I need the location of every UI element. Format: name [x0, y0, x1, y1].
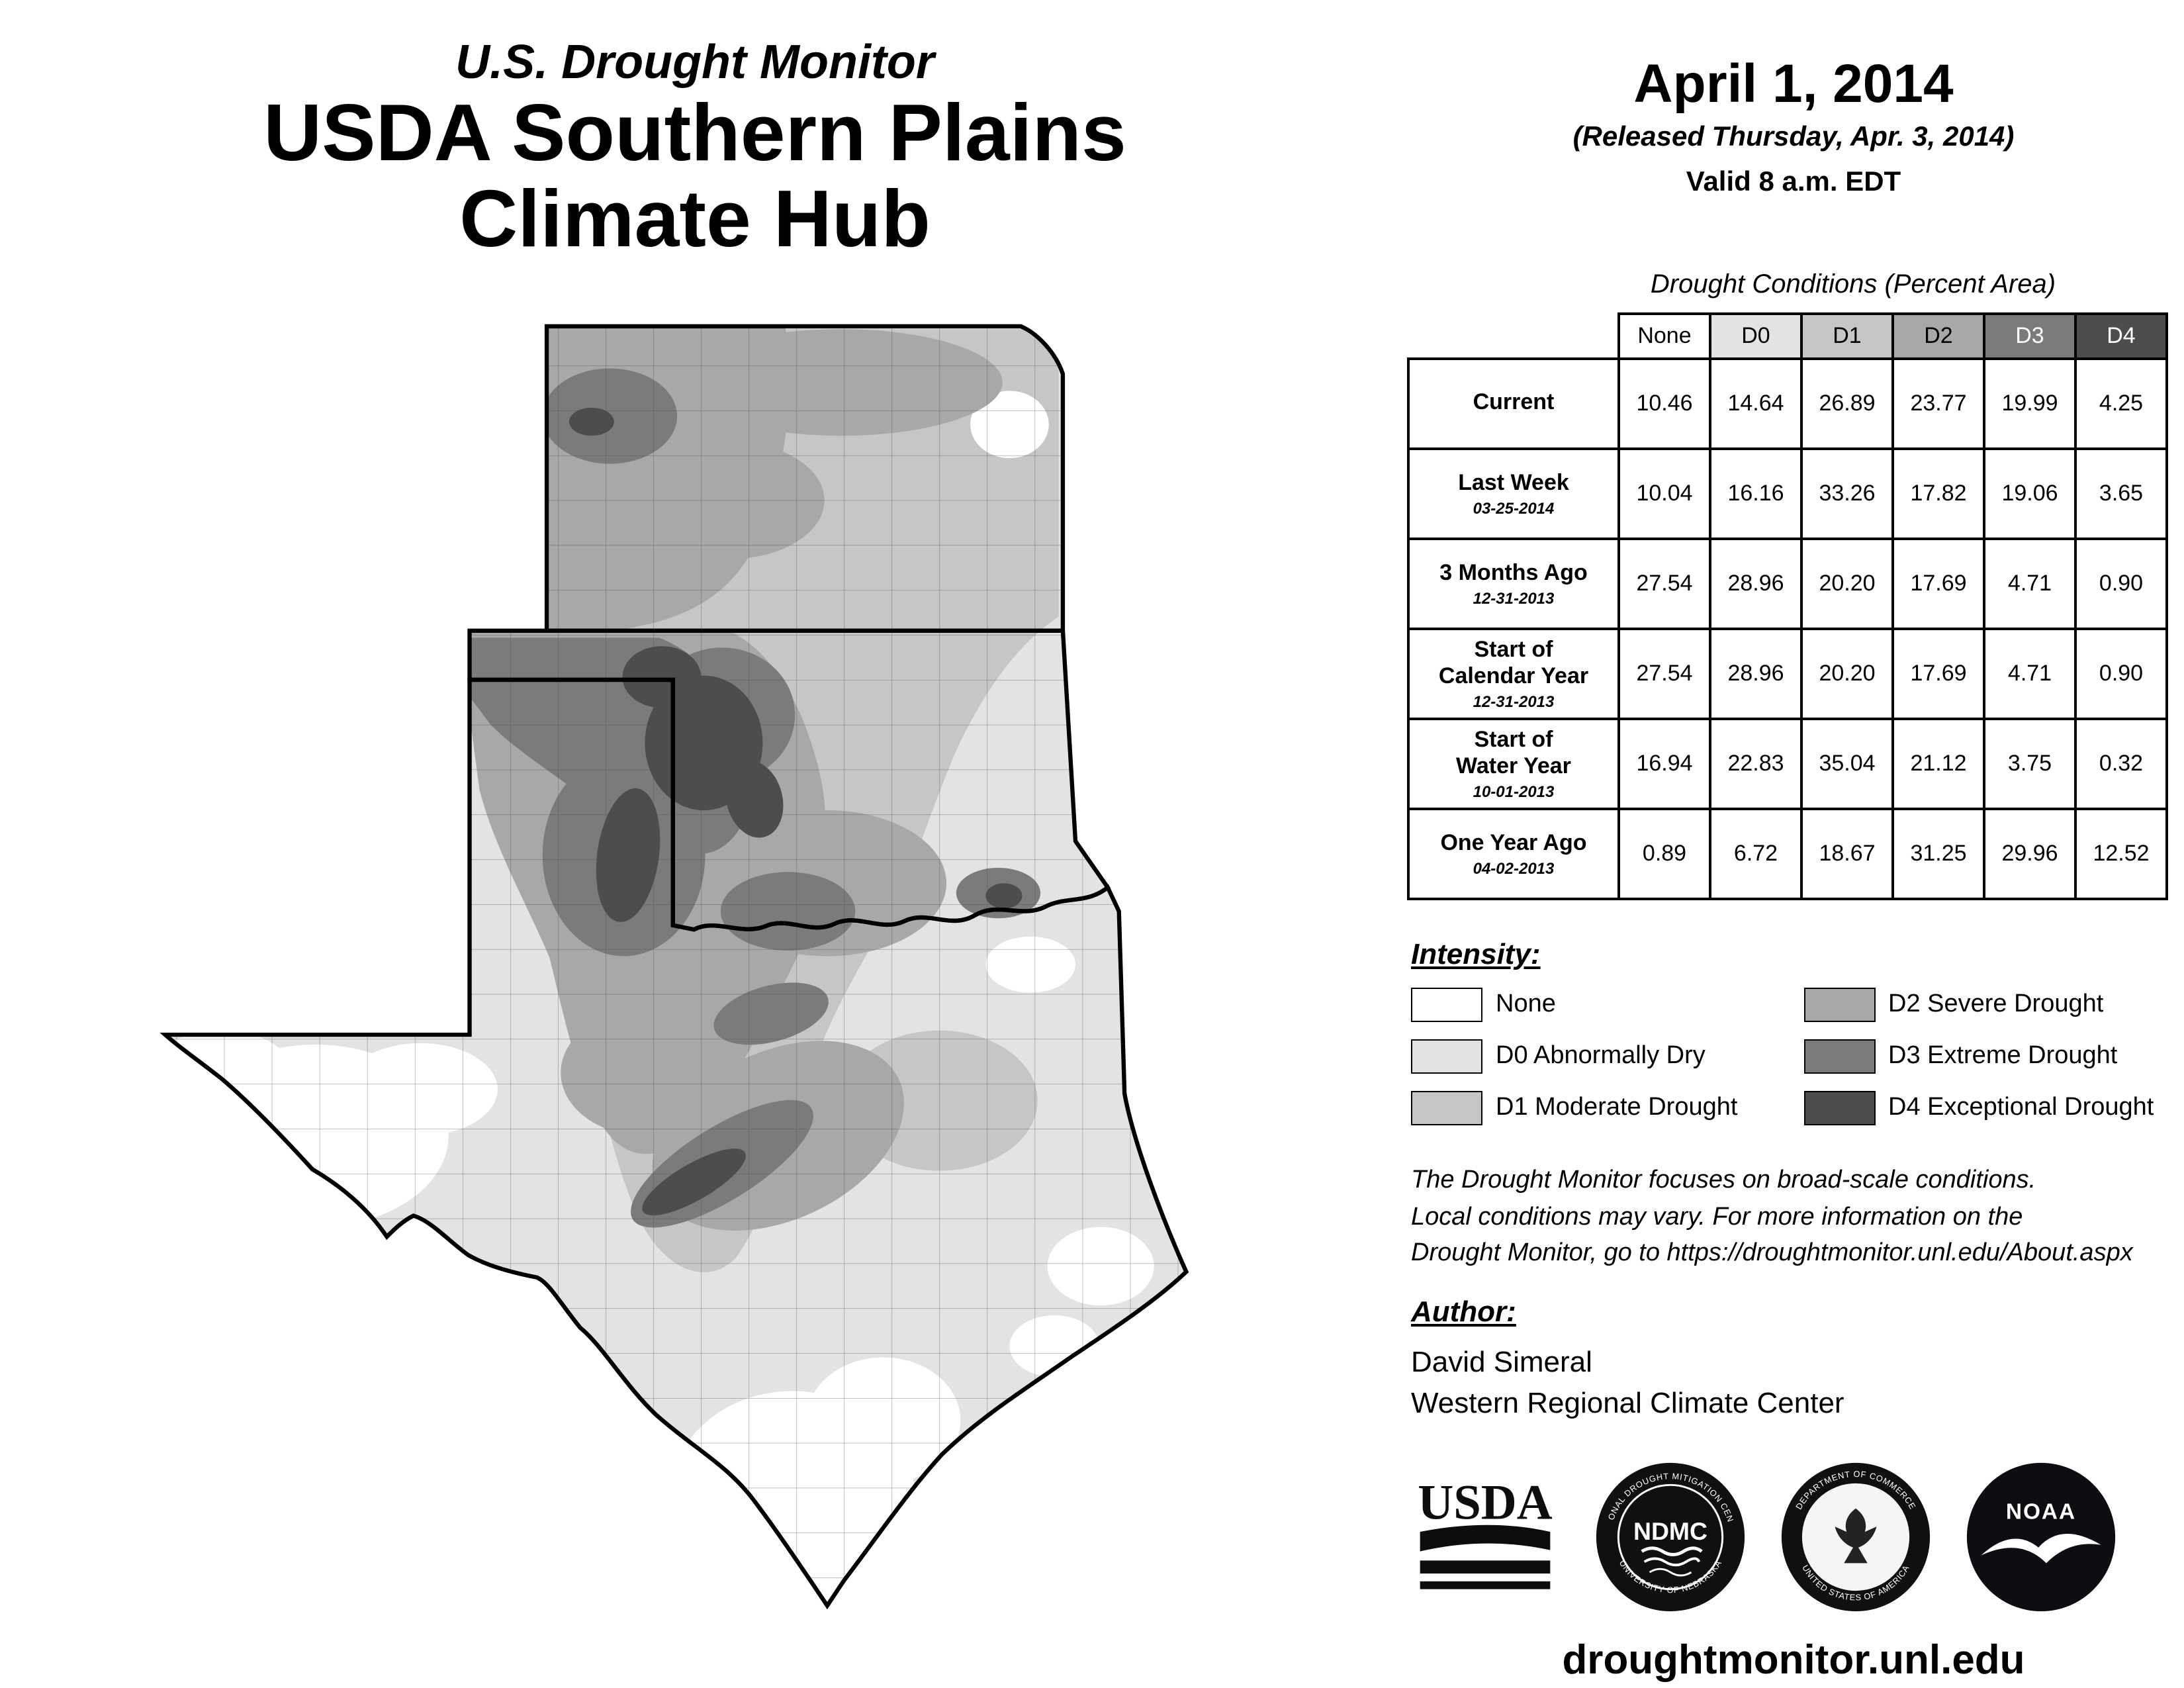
value-cell: 3.65 [2074, 447, 2168, 540]
value-cell: 21.12 [1891, 718, 1985, 810]
row-label-cell: One Year Ago 04-02-2013 [1407, 808, 1620, 900]
noaa-logo: NOAA [1963, 1459, 2119, 1615]
legend-swatch-d0 [1411, 1039, 1482, 1074]
value-cell: 28.96 [1709, 628, 1803, 720]
value-cell: 0.90 [2074, 628, 2168, 720]
value-cell: 0.89 [1617, 808, 1711, 900]
report-date: April 1, 2014 [1633, 53, 1954, 114]
table-row: One Year Ago 04-02-2013 0.89 6.72 18.67 … [1407, 808, 2168, 900]
region-title-line1: USDA Southern Plains [263, 87, 1126, 177]
value-cell: 6.72 [1709, 808, 1803, 900]
author-org: Western Regional Climate Center [1411, 1385, 1844, 1419]
table-title: Drought Conditions (Percent Area) [1650, 270, 2056, 299]
col-header-d2: D2 [1891, 312, 1985, 360]
value-cell: 16.16 [1709, 447, 1803, 540]
legend-swatch-d4 [1803, 1091, 1875, 1125]
legend-swatch-none [1411, 988, 1482, 1022]
col-header-none: None [1617, 312, 1711, 360]
commerce-seal: DEPARTMENT OF COMMERCE UNITED STATES OF … [1778, 1459, 1934, 1615]
drought-map [154, 315, 1220, 1634]
value-cell: 23.77 [1891, 357, 1985, 450]
value-cell: 12.52 [2074, 808, 2168, 900]
col-header-d4: D4 [2074, 312, 2168, 360]
footer-url: droughtmonitor.unl.edu [1562, 1636, 2025, 1683]
value-cell: 10.04 [1617, 447, 1711, 540]
legend-swatch-d2 [1803, 988, 1875, 1022]
legend-swatch-d3 [1803, 1039, 1875, 1074]
value-cell: 4.25 [2074, 357, 2168, 450]
table-header-row: None D0 D1 D2 D3 D4 [1408, 312, 2168, 360]
value-cell: 10.46 [1617, 357, 1711, 450]
col-header-d0: D0 [1709, 312, 1803, 360]
table-row: Current 10.46 14.64 26.89 23.77 19.99 4.… [1407, 357, 2168, 450]
legend-item-none: None [1411, 988, 1780, 1022]
row-label-cell: Last Week 03-25-2014 [1407, 447, 1620, 540]
value-cell: 27.54 [1617, 628, 1711, 720]
legend-item-d0: D0 Abnormally Dry [1411, 1039, 1780, 1074]
region-title-line2: Climate Hub [459, 173, 931, 263]
svg-text:NDMC: NDMC [1633, 1517, 1707, 1545]
value-cell: 26.89 [1800, 357, 1894, 450]
row-label-cell: Start of Water Year 10-01-2013 [1407, 718, 1620, 810]
author-block: Author: David Simeral Western Regional C… [1411, 1292, 1844, 1423]
col-header-d3: D3 [1983, 312, 2077, 360]
drought-map-svg [159, 324, 1189, 1610]
title-block: U.S. Drought Monitor USDA Southern Plain… [73, 34, 1317, 261]
table-row: Last Week 03-25-2014 10.04 16.16 33.26 1… [1407, 447, 2168, 540]
value-cell: 22.83 [1709, 718, 1803, 810]
value-cell: 29.96 [1983, 808, 2077, 900]
table-row: Start of Water Year 10-01-2013 16.94 22.… [1407, 718, 2168, 810]
table-row: 3 Months Ago 12-31-2013 27.54 28.96 20.2… [1407, 538, 2168, 630]
date-block: April 1, 2014 (Released Thursday, Apr. 3… [1396, 53, 2184, 199]
value-cell: 4.71 [1983, 538, 2077, 630]
ndmc-logo: NATIONAL DROUGHT MITIGATION CENTER UNIVE… [1589, 1451, 1749, 1615]
row-label-cell: Current [1407, 357, 1620, 450]
value-cell: 0.90 [2074, 538, 2168, 630]
col-header-d1: D1 [1800, 312, 1894, 360]
value-cell: 4.71 [1983, 628, 2077, 720]
row-label-cell: Start of Calendar Year 12-31-2013 [1407, 628, 1620, 720]
legend-swatch-d1 [1411, 1091, 1482, 1125]
disclaimer-text: The Drought Monitor focuses on broad-sca… [1411, 1166, 2133, 1268]
value-cell: 27.54 [1617, 538, 1711, 630]
value-cell: 20.20 [1800, 628, 1894, 720]
svg-text:USDA: USDA [1418, 1475, 1552, 1530]
value-cell: 17.69 [1891, 538, 1985, 630]
svg-text:NOAA: NOAA [2006, 1499, 2076, 1524]
legend-item-d1: D1 Moderate Drought [1411, 1091, 1780, 1125]
value-cell: 19.06 [1983, 447, 2077, 540]
released-date: (Released Thursday, Apr. 3, 2014) [1572, 122, 2015, 152]
table-row: Start of Calendar Year 12-31-2013 27.54 … [1407, 628, 2168, 720]
legend-item-d3: D3 Extreme Drought [1803, 1039, 2172, 1074]
value-cell: 20.20 [1800, 538, 1894, 630]
value-cell: 33.26 [1800, 447, 1894, 540]
row-label-cell: 3 Months Ago 12-31-2013 [1407, 538, 1620, 630]
usda-logo: USDA [1407, 1459, 1563, 1615]
valid-time: Valid 8 a.m. EDT [1686, 167, 1901, 197]
value-cell: 31.25 [1891, 808, 1985, 900]
value-cell: 3.75 [1983, 718, 2077, 810]
author-name: David Simeral [1411, 1345, 1592, 1379]
value-cell: 14.64 [1709, 357, 1803, 450]
value-cell: 19.99 [1983, 357, 2077, 450]
value-cell: 28.96 [1709, 538, 1803, 630]
monitor-title: U.S. Drought Monitor [455, 34, 934, 89]
value-cell: 16.94 [1617, 718, 1711, 810]
legend-item-d4: D4 Exceptional Drought [1803, 1091, 2172, 1125]
drought-conditions-table: None D0 D1 D2 D3 D4 Current 10.46 14.64 … [1407, 312, 2168, 900]
legend-title: Intensity: [1411, 937, 1541, 970]
value-cell: 17.82 [1891, 447, 1985, 540]
agency-logos: USDA NATIONAL DROUGHT MITIGATION CENTER … [1407, 1451, 2168, 1615]
value-cell: 35.04 [1800, 718, 1894, 810]
author-heading: Author: [1411, 1295, 1516, 1328]
corner-cell [1408, 314, 1619, 359]
value-cell: 0.32 [2074, 718, 2168, 810]
value-cell: 17.69 [1891, 628, 1985, 720]
texas-outline [159, 677, 1189, 1610]
value-cell: 18.67 [1800, 808, 1894, 900]
intensity-legend: Intensity: None D0 Abnormally Dry D1 Mod… [1411, 937, 2172, 1125]
legend-item-d2: D2 Severe Drought [1803, 988, 2172, 1022]
kansas-outline [544, 324, 1066, 633]
